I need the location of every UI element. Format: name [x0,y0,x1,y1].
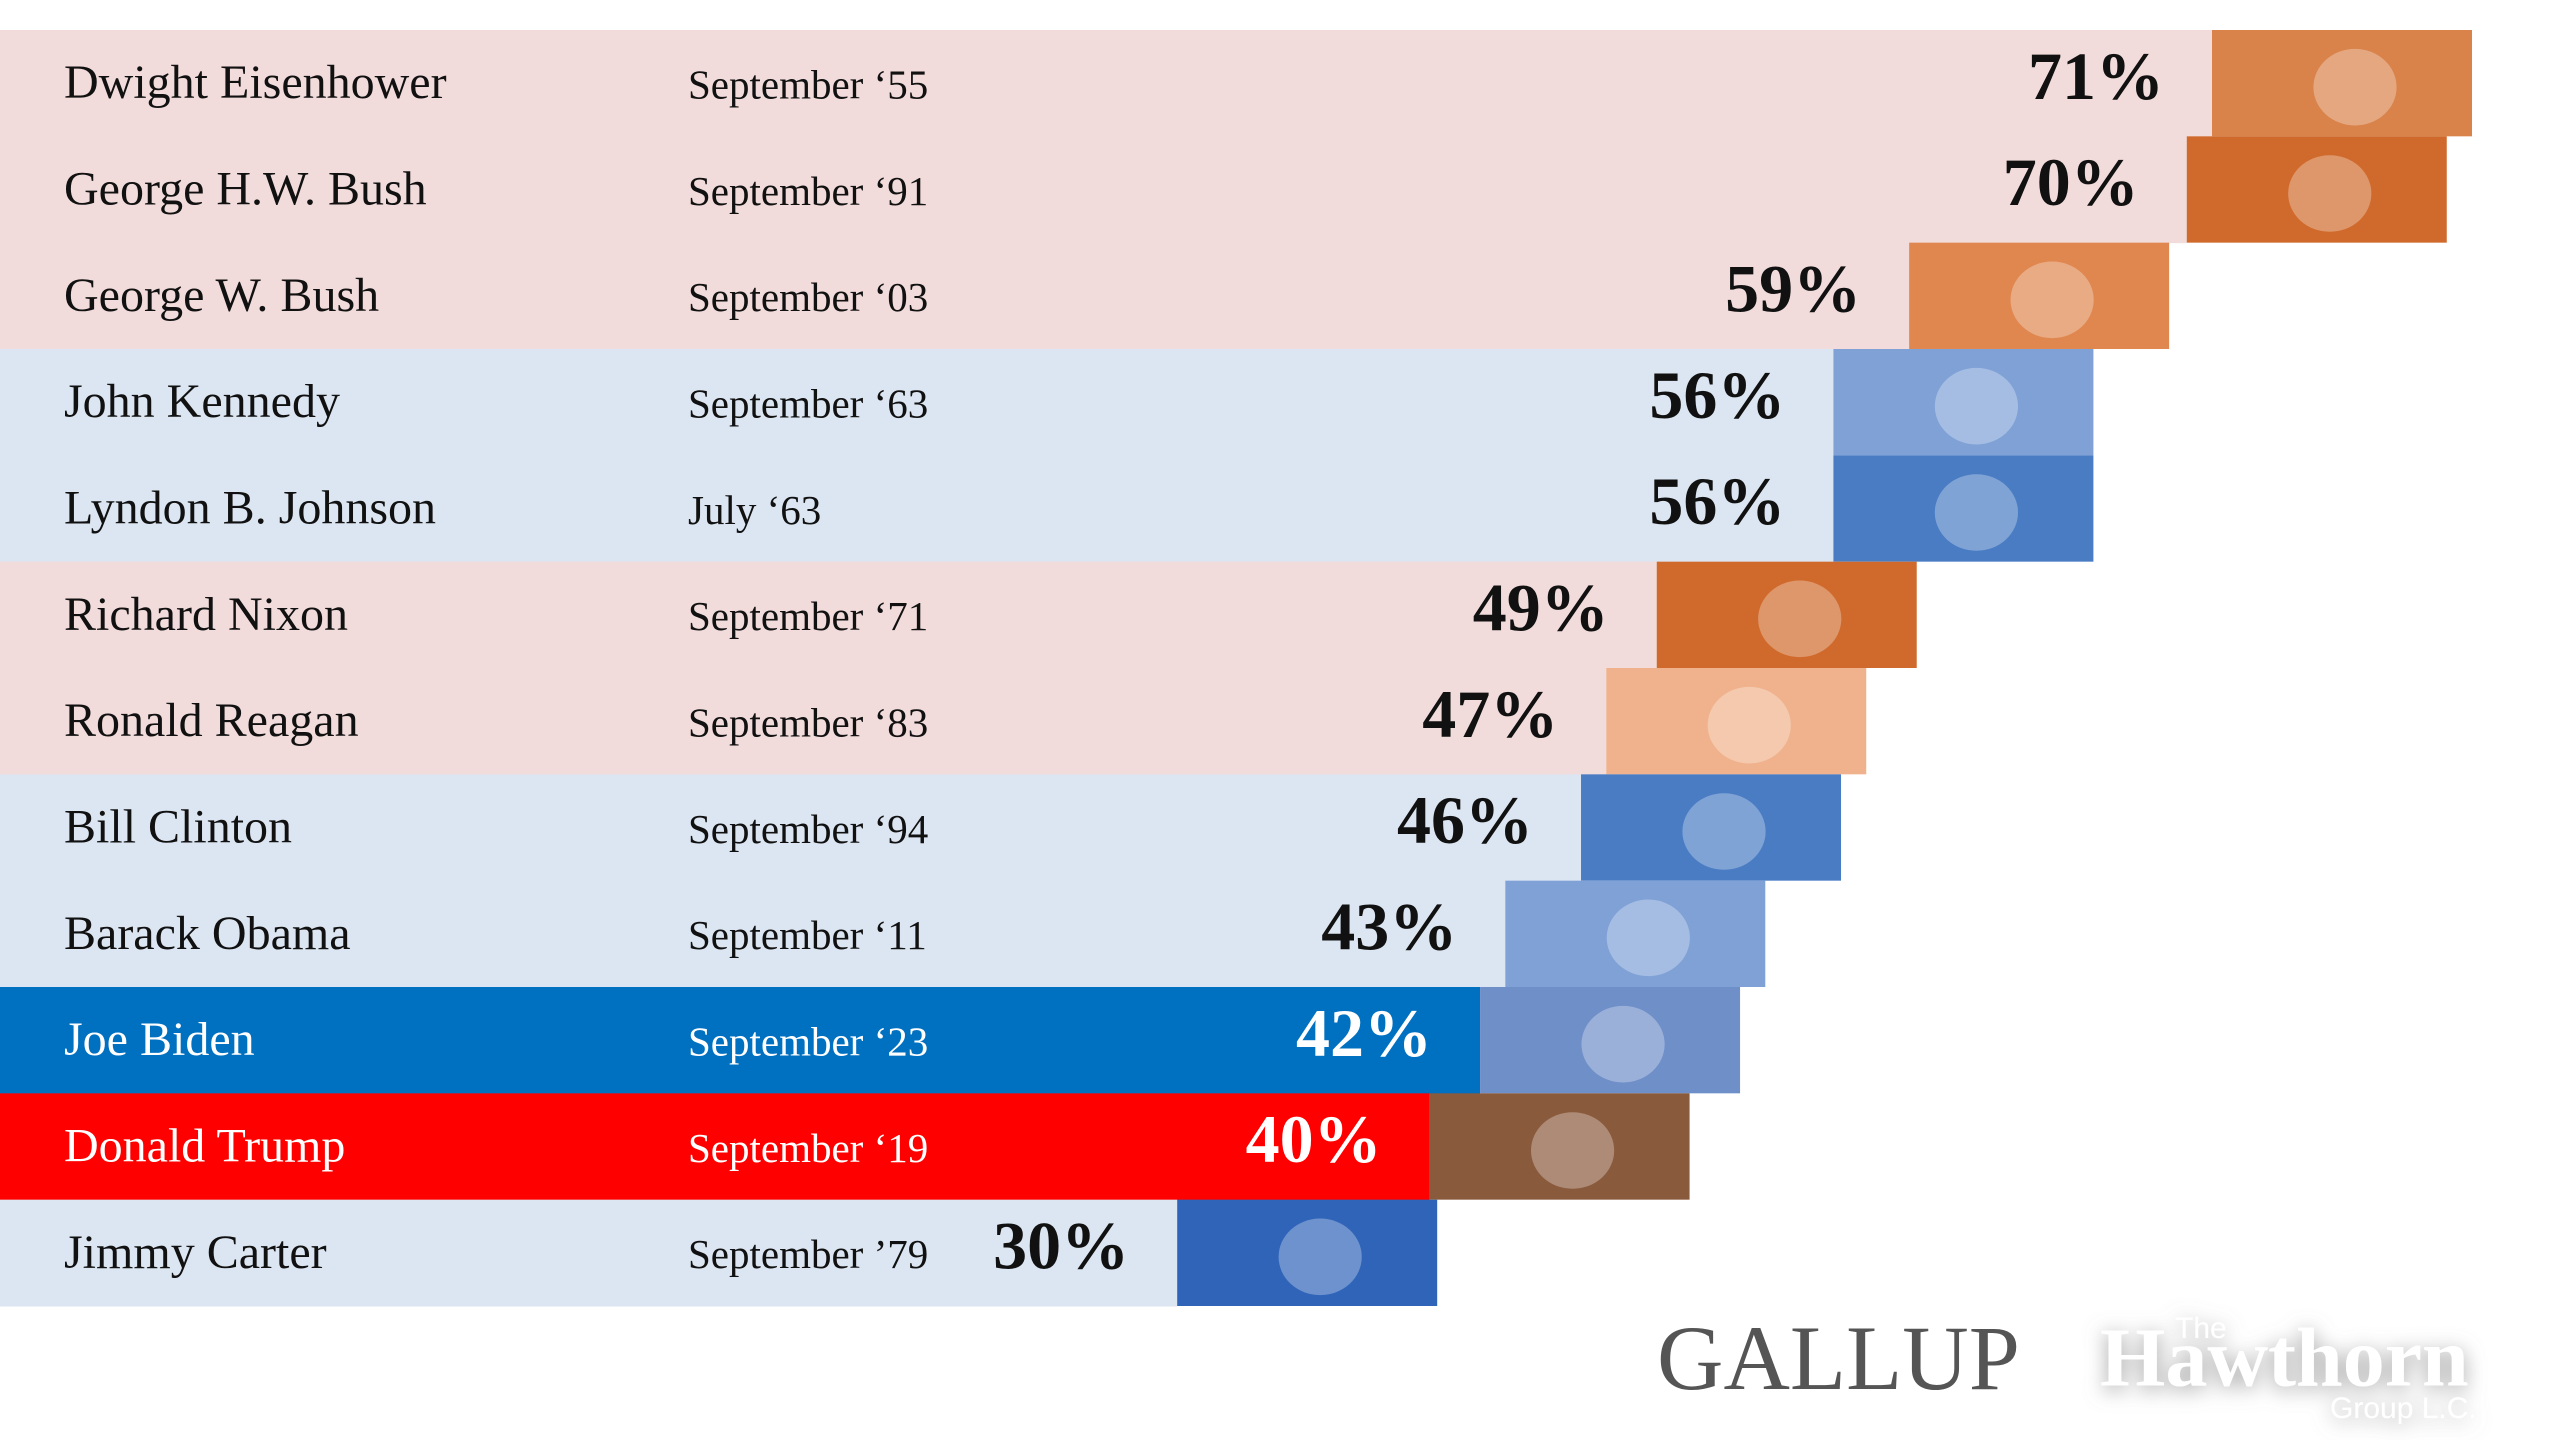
hawthorn-name: Hawthorn [2100,1311,2469,1404]
poll-date: July ‘63 [688,487,821,533]
value-label: 43% [1321,888,1457,964]
photo-face [1934,367,2019,445]
value-label: 56% [1649,463,1785,539]
photo-face [1707,686,1791,764]
poll-date: September ‘91 [688,168,928,214]
rows: Dwight Eisenhower September ‘55 71% George … [0,30,2472,1307]
bar [0,668,1607,775]
bar [0,455,1834,563]
poll-date: September ‘63 [688,381,928,427]
value-label: 47% [1422,676,1558,752]
photo-face [2288,155,2372,232]
poll-date: September ‘23 [688,1019,928,1065]
bar [0,30,2212,137]
value-label: 49% [1473,569,1609,645]
photo [1606,668,1867,775]
president-name: Dwight Eisenhower [64,56,447,109]
value-label: 42% [1296,995,1432,1071]
bar [0,1093,1430,1201]
value-label: 56% [1649,357,1785,433]
photo-face [1758,580,1842,658]
photo [1909,242,2170,349]
president-name: John Kennedy [64,375,340,428]
value-label: 59% [1725,250,1861,326]
bar [0,880,1506,988]
poll-date: September ‘55 [688,62,928,108]
president-name: Barack Obama [64,907,351,960]
bar [0,1199,1178,1307]
gallup-logo: GALLUP [1657,1307,2020,1409]
president-name: Ronald Reagan [64,694,359,747]
poll-date: September ‘19 [688,1125,928,1171]
photo [1656,561,1917,668]
president-name: Jimmy Carter [64,1226,327,1279]
president-name: Bill Clinton [64,801,292,854]
photo [1581,774,1842,881]
president-name: George W. Bush [64,269,379,322]
photo-face [1530,1112,1615,1189]
poll-date: September ‘11 [688,912,927,958]
president-name: Lyndon B. Johnson [64,482,436,535]
bar [0,242,1910,350]
poll-date: September ‘94 [688,806,928,852]
poll-date: September ‘03 [688,274,928,320]
value-label: 30% [993,1207,1129,1283]
poll-date: September ‘83 [688,700,928,746]
bar [0,987,1481,1094]
bar [0,136,2187,244]
bar [0,349,1834,456]
photo-face [1934,474,2019,551]
photo [1505,880,1766,987]
hawthorn-group: Group L.C. [2330,1392,2477,1425]
photo-face [1581,1005,1665,1083]
photo [2186,136,2447,243]
value-label: 70% [2003,144,2139,220]
photo [1480,987,1741,1094]
photo [1177,1199,1438,1306]
hawthorn-the: The [2175,1312,2227,1345]
value-label: 71% [2028,38,2164,114]
hawthorn-logo: The Hawthorn Group L.C. [2100,1311,2477,1425]
value-label: 46% [1397,782,1533,858]
president-name: Richard Nixon [64,588,348,641]
photo [1429,1093,1690,1200]
value-label: 40% [1246,1101,1382,1177]
bar [0,774,1582,882]
president-name: Joe Biden [64,1013,255,1066]
photo [2212,30,2472,137]
photo [1833,455,2094,562]
photo-face [1682,793,1766,870]
photo-face [1278,1218,1362,1296]
president-name: George H.W. Bush [64,163,427,216]
poll-date: September ’79 [688,1231,928,1277]
photo-face [1606,899,1690,977]
bar [0,561,1657,669]
president-name: Donald Trump [64,1120,345,1173]
poll-date: September ‘71 [688,593,928,639]
photo [1833,349,2094,456]
photo-face [2313,48,2397,126]
photo-face [2010,261,2094,339]
